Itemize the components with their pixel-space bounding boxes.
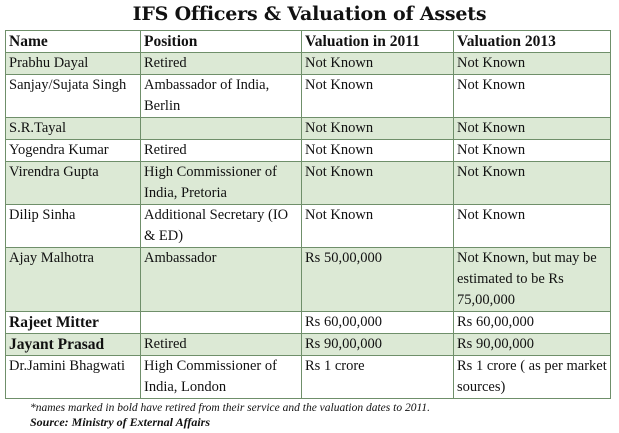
cell-valuation-2011: Not Known [301, 74, 454, 118]
cell-valuation-2013: Not Known [453, 139, 611, 162]
cell-valuation-2011: Not Known [301, 161, 454, 205]
column-header-position: Position [140, 30, 302, 53]
cell-valuation-2013: Not Known [453, 52, 611, 75]
cell-position: Retired [140, 139, 302, 162]
table-row: Ajay Malhotra Ambassador Rs 50,00,000 No… [5, 247, 611, 312]
valuation-table: Name Position Valuation in 2011 Valuatio… [5, 30, 611, 399]
cell-valuation-2013: Rs 90,00,000 [453, 333, 611, 356]
cell-name: Dr.Jamini Bhagwati [5, 355, 141, 399]
cell-position [140, 117, 302, 140]
cell-valuation-2011: Rs 60,00,000 [301, 311, 454, 334]
cell-valuation-2011: Rs 50,00,000 [301, 247, 454, 312]
cell-name: Rajeet Mitter [5, 311, 141, 334]
footnote: *names marked in bold have retired from … [30, 402, 430, 414]
cell-position: Retired [140, 333, 302, 356]
cell-position [140, 311, 302, 334]
table-row: Dr.Jamini Bhagwati High Commissioner of … [5, 355, 611, 399]
table-row: Sanjay/Sujata Singh Ambassador of India,… [5, 74, 611, 118]
table-row: Yogendra Kumar Retired Not Known Not Kno… [5, 139, 611, 162]
table-row: Prabhu Dayal Retired Not Known Not Known [5, 52, 611, 75]
cell-name: S.R.Tayal [5, 117, 141, 140]
column-header-valuation-2013: Valuation 2013 [453, 30, 611, 53]
cell-valuation-2013: Rs 1 crore ( as per market sources) [453, 355, 611, 399]
cell-name: Virendra Gupta [5, 161, 141, 205]
cell-valuation-2011: Rs 1 crore [301, 355, 454, 399]
cell-valuation-2013: Not Known [453, 117, 611, 140]
source-note: Source: Ministry of External Affairs [30, 415, 211, 429]
cell-position: High Commissioner of India, Pretoria [140, 161, 302, 205]
cell-valuation-2013: Not Known [453, 204, 611, 248]
table-header-row: Name Position Valuation in 2011 Valuatio… [5, 30, 611, 53]
cell-name: Dilip Sinha [5, 204, 141, 248]
cell-valuation-2011: Rs 90,00,000 [301, 333, 454, 356]
table-row: Virendra Gupta High Commissioner of Indi… [5, 161, 611, 205]
column-header-name: Name [5, 30, 141, 53]
table-row: Dilip Sinha Additional Secretary (IO & E… [5, 204, 611, 248]
cell-position: Additional Secretary (IO & ED) [140, 204, 302, 248]
cell-position: Retired [140, 52, 302, 75]
table-row: Jayant Prasad Retired Rs 90,00,000 Rs 90… [5, 333, 611, 356]
cell-name: Yogendra Kumar [5, 139, 141, 162]
table-row: S.R.Tayal Not Known Not Known [5, 117, 611, 140]
cell-name: Ajay Malhotra [5, 247, 141, 312]
cell-valuation-2011: Not Known [301, 139, 454, 162]
cell-valuation-2011: Not Known [301, 52, 454, 75]
page-title: IFS Officers & Valuation of Assets [132, 3, 487, 25]
cell-valuation-2013: Rs 60,00,000 [453, 311, 611, 334]
cell-name: Jayant Prasad [5, 333, 141, 356]
cell-valuation-2011: Not Known [301, 117, 454, 140]
cell-position: Ambassador of India, Berlin [140, 74, 302, 118]
cell-name: Prabhu Dayal [5, 52, 141, 75]
cell-valuation-2011: Not Known [301, 204, 454, 248]
cell-name: Sanjay/Sujata Singh [5, 74, 141, 118]
cell-valuation-2013: Not Known, but may be estimated to be Rs… [453, 247, 611, 312]
cell-position: Ambassador [140, 247, 302, 312]
cell-valuation-2013: Not Known [453, 74, 611, 118]
column-header-valuation-2011: Valuation in 2011 [301, 30, 454, 53]
cell-valuation-2013: Not Known [453, 161, 611, 205]
table-row: Rajeet Mitter Rs 60,00,000 Rs 60,00,000 [5, 311, 611, 334]
cell-position: High Commissioner of India, London [140, 355, 302, 399]
